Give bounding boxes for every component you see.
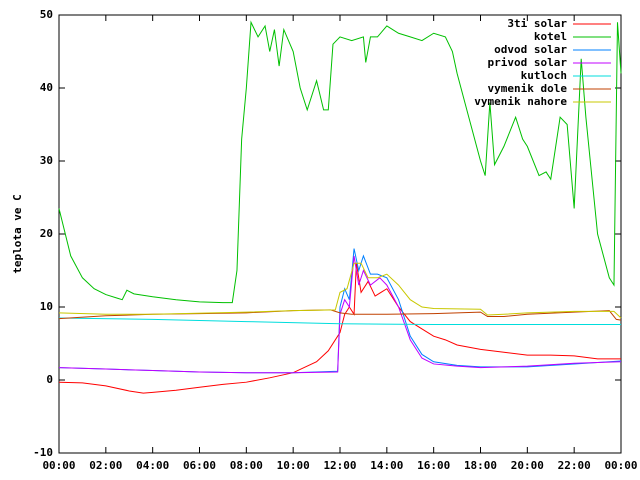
- plot-border: [58, 14, 622, 454]
- x-tick-label: 16:00: [417, 459, 450, 472]
- legend-label: vymenik dole: [488, 82, 568, 95]
- y-tick-label: 40: [40, 81, 53, 94]
- legend-label: privod solar: [488, 56, 568, 69]
- x-tick-label: 10:00: [277, 459, 310, 472]
- y-tick-label: -10: [33, 446, 53, 459]
- series-line: [58, 263, 621, 394]
- legend-label: vymenik nahore: [474, 95, 567, 108]
- series-line: [58, 317, 621, 326]
- x-tick-label: 02:00: [89, 459, 122, 472]
- x-tick-label: 00:00: [42, 459, 75, 472]
- x-tick-label: 20:00: [511, 459, 544, 472]
- x-tick-label: 06:00: [183, 459, 216, 472]
- x-tick-label: 18:00: [464, 459, 497, 472]
- y-tick-label: 30: [40, 154, 53, 167]
- y-tick-label: 0: [46, 373, 53, 386]
- x-tick-label: 00:00: [604, 459, 637, 472]
- x-tick-label: 14:00: [370, 459, 403, 472]
- series-line: [58, 255, 622, 374]
- series-line: [58, 262, 622, 319]
- legend-label: 3ti solar: [507, 17, 567, 30]
- y-axis-label: teplota ve C: [11, 194, 24, 273]
- x-tick-label: 12:00: [323, 459, 356, 472]
- y-tick-label: 50: [40, 8, 53, 21]
- legend-label: kutloch: [521, 69, 567, 82]
- x-tick-label: 22:00: [558, 459, 591, 472]
- legend-label: odvod solar: [494, 43, 567, 56]
- x-tick-label: 08:00: [230, 459, 263, 472]
- x-tick-label: 04:00: [136, 459, 169, 472]
- series-line: [58, 20, 622, 304]
- y-tick-label: 20: [40, 227, 53, 240]
- y-tick-label: 10: [40, 300, 53, 313]
- legend-label: kotel: [534, 30, 567, 43]
